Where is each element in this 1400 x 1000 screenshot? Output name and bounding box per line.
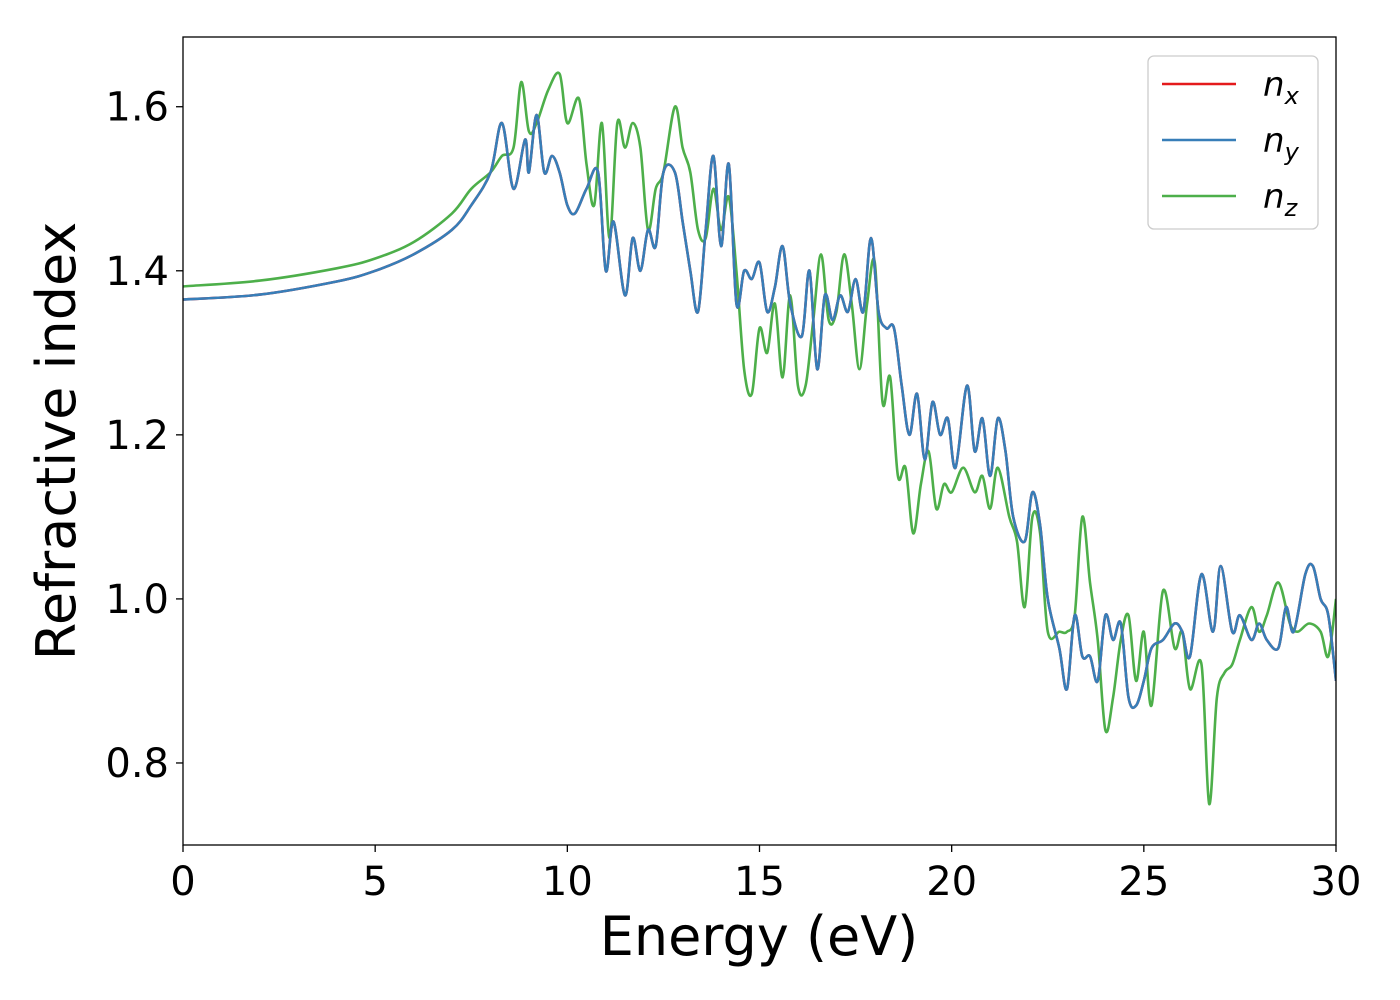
legend-label-nx: nx bbox=[1263, 65, 1300, 110]
series-layer bbox=[183, 71, 1336, 806]
y-axis: 0.8 1.0 1.2 1.4 1.6 bbox=[105, 85, 183, 787]
y-tick-label: 1.6 bbox=[105, 85, 169, 131]
x-tick-label: 20 bbox=[926, 859, 977, 905]
y-tick-label: 1.4 bbox=[105, 249, 169, 295]
y-axis-title: Refractive index bbox=[25, 222, 88, 661]
x-axis-title: Energy (eV) bbox=[600, 905, 919, 968]
legend: nx ny nz bbox=[1147, 55, 1319, 230]
x-tick-label: 25 bbox=[1118, 859, 1169, 905]
legend-box bbox=[1147, 55, 1319, 230]
x-axis: 0 5 10 15 20 25 30 bbox=[170, 845, 1361, 905]
y-tick-label: 1.0 bbox=[105, 577, 169, 623]
x-tick-label: 5 bbox=[362, 859, 387, 905]
y-tick-label: 1.2 bbox=[105, 413, 169, 459]
x-tick-label: 30 bbox=[1311, 859, 1362, 905]
x-tick-label: 15 bbox=[734, 859, 785, 905]
y-tick-label: 0.8 bbox=[105, 741, 169, 787]
legend-label-nz: nz bbox=[1263, 177, 1299, 222]
x-tick-label: 0 bbox=[170, 859, 195, 905]
x-tick-label: 10 bbox=[542, 859, 593, 905]
legend-label-ny: ny bbox=[1263, 121, 1300, 166]
series-line-ny bbox=[183, 113, 1336, 710]
